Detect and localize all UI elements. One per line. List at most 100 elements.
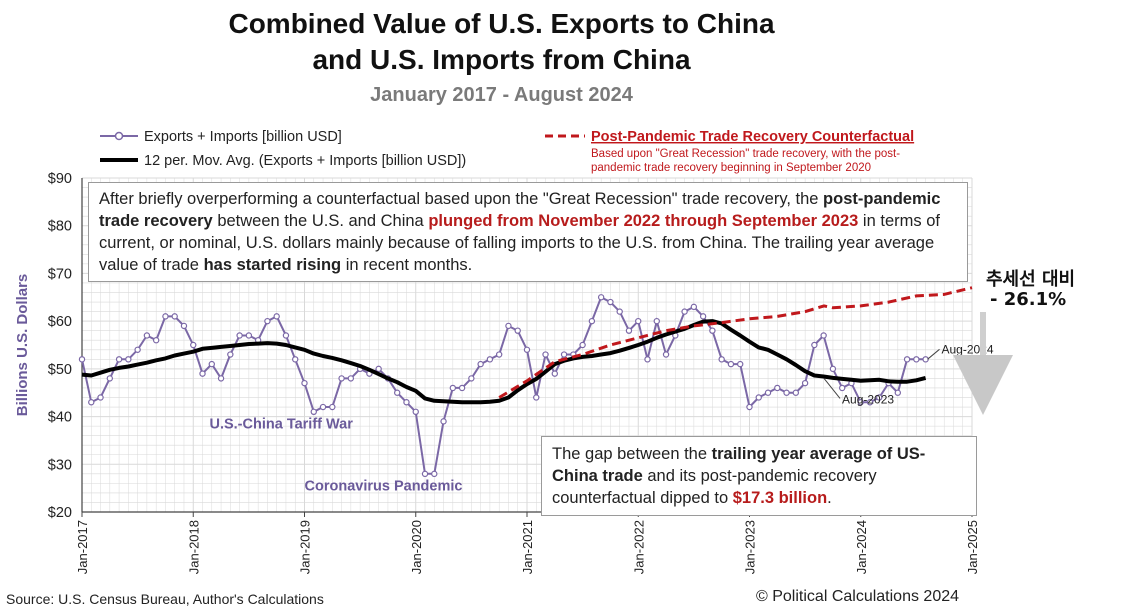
note-text: in recent months. xyxy=(341,256,473,274)
note-bold: post-pandemic trade recovery xyxy=(99,190,941,230)
data-point xyxy=(727,360,735,368)
data-point xyxy=(635,317,642,325)
data-point xyxy=(801,379,809,387)
commentary-box: After briefly overperforming a counterfa… xyxy=(88,182,968,282)
x-tick-label: Jan-2023 xyxy=(743,520,758,574)
data-point xyxy=(199,370,206,377)
legend: Exports + Imports [billion USD] 12 per. … xyxy=(100,129,914,174)
data-point xyxy=(208,360,215,368)
callout-line-aug-2023 xyxy=(823,378,841,399)
data-point xyxy=(217,375,225,382)
data-point xyxy=(143,332,151,339)
copyright: © Political Calculations 2024 xyxy=(756,588,960,605)
data-point xyxy=(903,356,911,363)
data-point xyxy=(449,384,457,392)
data-point xyxy=(857,399,864,406)
legend-cf-note-line2: pandemic trade recovery beginning in Sep… xyxy=(591,162,871,174)
note-text: . xyxy=(827,489,832,507)
data-point xyxy=(523,346,531,353)
data-point xyxy=(829,365,837,373)
data-point xyxy=(644,356,651,363)
data-point xyxy=(876,394,883,401)
data-point xyxy=(653,317,660,325)
data-point xyxy=(894,389,902,396)
data-point xyxy=(393,389,401,396)
note-text: After briefly overperforming a counterfa… xyxy=(99,190,824,208)
data-point xyxy=(922,356,929,363)
data-point xyxy=(709,327,716,334)
data-point xyxy=(440,418,447,425)
data-point xyxy=(264,317,271,325)
data-point xyxy=(866,399,874,406)
x-tick-label: Jan-2017 xyxy=(75,520,90,574)
data-point xyxy=(662,351,670,358)
data-point xyxy=(190,341,197,349)
data-point xyxy=(273,313,280,320)
data-point xyxy=(792,389,800,396)
note-highlight: plunged from November 2022 through Septe… xyxy=(428,212,859,230)
data-point xyxy=(152,337,160,344)
data-point xyxy=(718,356,725,363)
data-point xyxy=(431,470,438,478)
data-point xyxy=(292,356,299,363)
data-point xyxy=(505,322,512,330)
series-line-moving-average xyxy=(81,319,927,405)
legend-series-label: Exports + Imports [billion USD] xyxy=(144,129,342,145)
data-point xyxy=(338,375,345,382)
data-point xyxy=(579,341,586,349)
data-point xyxy=(514,327,521,334)
note-text: in terms of current, or nominal, U.S. do… xyxy=(99,212,940,274)
x-tick-label: Jan-2022 xyxy=(631,520,646,574)
data-point xyxy=(913,356,920,363)
chart-subtitle: January 2017 - August 2024 xyxy=(370,84,633,106)
data-point xyxy=(468,375,475,382)
data-point xyxy=(755,394,762,401)
data-point xyxy=(820,332,827,339)
data-point xyxy=(412,408,419,415)
annotation-coronavirus: Coronavirus Pandemic xyxy=(305,479,463,495)
data-point xyxy=(597,294,605,301)
note-bold: trailing year average of US-China trade xyxy=(552,445,926,485)
gap-box: The gap between the trailing year averag… xyxy=(541,436,977,516)
data-point xyxy=(625,327,633,334)
x-tick-label: Jan-2018 xyxy=(186,520,201,574)
data-point xyxy=(783,389,790,396)
series-line-counterfactual xyxy=(498,286,973,399)
data-point xyxy=(737,360,744,368)
callout-line-aug-2024 xyxy=(927,348,940,360)
data-point xyxy=(245,332,253,339)
y-tick-label: $20 xyxy=(48,505,72,521)
data-point xyxy=(542,351,549,358)
data-point xyxy=(125,356,132,363)
legend-cf-note-line1: Based upon "Great Recession" trade recov… xyxy=(591,148,900,160)
data-point xyxy=(180,322,188,330)
legend-series-marker xyxy=(114,131,124,141)
data-point xyxy=(134,346,141,353)
data-point xyxy=(838,384,846,392)
data-point xyxy=(347,375,355,382)
data-point xyxy=(560,351,568,358)
trend-comparison-value: - 26.1% xyxy=(990,289,1067,310)
data-point xyxy=(97,394,104,401)
y-tick-label: $70 xyxy=(48,266,72,282)
data-point xyxy=(681,308,688,315)
data-point xyxy=(458,384,466,392)
y-tick-label: $80 xyxy=(48,219,72,235)
annotation-tariff-war: U.S.-China Tariff War xyxy=(209,417,353,433)
x-tick-label: Jan-2019 xyxy=(298,520,313,574)
data-point xyxy=(88,399,95,406)
data-point xyxy=(171,313,178,320)
data-point xyxy=(310,408,317,415)
y-tick-label: $40 xyxy=(48,410,72,426)
data-point xyxy=(329,403,336,411)
data-point xyxy=(588,317,596,325)
data-point xyxy=(115,356,123,363)
data-point xyxy=(811,341,818,349)
data-point xyxy=(421,470,429,478)
note-text: between the U.S. and China xyxy=(212,212,429,230)
y-tick-label: $50 xyxy=(48,362,72,378)
data-point xyxy=(78,356,86,363)
data-point xyxy=(495,351,503,358)
data-point xyxy=(403,399,410,406)
data-point xyxy=(690,303,698,311)
